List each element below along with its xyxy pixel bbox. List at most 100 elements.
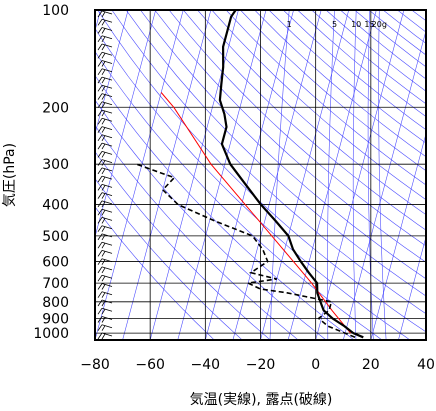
y-tick-label: 300 [42,157,69,173]
dry-adiabat-line [95,74,355,340]
wind-barb [97,324,113,331]
y-tick-label: 900 [42,311,69,327]
wind-barb [97,68,113,76]
dry-adiabat-line [211,10,426,201]
isotherm-line [95,10,184,340]
x-tick-label: −20 [246,357,276,373]
dry-adiabat-line [425,10,426,11]
wind-barb [97,10,113,18]
x-tick-label: −60 [135,357,165,373]
wind-barb [97,27,113,34]
dry-adiabat-line [125,10,426,297]
x-tick-label: −80 [80,357,110,373]
x-tick-label: 40 [417,357,435,373]
wind-barb [97,184,113,191]
wind-barb [97,225,113,232]
dry-adiabat-line [95,206,215,340]
wind-barb [97,283,113,290]
dry-adiabat-line [254,10,426,158]
isotherm-line [177,10,267,340]
wind-barb [97,117,113,125]
temperature-line [218,10,364,339]
background-lines-layer [95,0,436,346]
dry-adiabat-line [140,10,426,280]
x-axis-title: 気温(実線), 露点(破線) [190,392,333,408]
y-tick-label: 700 [42,276,69,292]
isotherm-line [95,10,129,135]
reference-parcel-line [160,92,351,334]
wind-barbs-layer [97,10,113,340]
y-tick-label: 800 [42,295,69,311]
dry-adiabat-line [95,50,383,340]
dry-adiabat-line [111,10,426,315]
wind-barb [97,299,113,307]
wind-barb [97,233,113,241]
x-tick-label: 0 [311,357,320,373]
wind-barb [97,76,113,84]
x-tick-label: −40 [191,357,221,373]
mixing-ratio-line [352,10,357,340]
wind-barb [97,217,113,224]
wind-barb [97,151,113,158]
dry-adiabat-line [182,10,426,231]
y-tick-label: 400 [42,198,69,214]
wind-barb [97,18,113,26]
wind-barb [97,93,113,100]
dry-adiabat-line [95,27,411,340]
dry-adiabat-line [95,151,271,340]
y-axis-title: 気圧(hPa) [2,143,18,207]
wind-barb [97,307,113,315]
isotherm-line [232,10,322,340]
plot-frame [94,9,427,341]
y-tick-label: 1000 [33,326,69,342]
dry-adiabat-line [413,0,436,346]
mixing-ratio-label: 20g [372,20,387,29]
wind-barb [97,101,113,109]
wind-barb [97,332,113,340]
wind-barb [97,84,113,92]
wind-barb [97,258,113,265]
x-tick-labels: −80 −60 −40 −20 0 20 40 [80,357,435,373]
dry-adiabat-line [95,99,327,340]
wind-barb [97,208,113,216]
mixing-ratio-label: 1 [287,20,292,29]
mixing-ratio-line [327,10,335,340]
y-tick-label: 500 [42,229,69,245]
grid-layer [95,10,426,340]
isotherm-line [95,10,156,239]
dry-adiabat-line [325,10,426,92]
wind-barb [97,60,113,67]
wind-barb [97,266,113,274]
wind-barb [97,200,113,208]
wind-barb [97,159,113,166]
wind-barb [97,274,113,282]
dry-adiabat-line [197,10,426,216]
dry-adiabat-line [268,10,426,144]
dry-adiabat-line [154,10,426,263]
isotherm-line [122,10,212,340]
wind-barb [97,126,113,133]
wind-barb [97,109,113,117]
isotherm-line [398,235,426,340]
isotherm-line [315,10,405,340]
isotherm-line [149,10,239,340]
wind-barb [97,134,113,142]
dry-adiabat-line [95,178,243,340]
mixing-ratio-label: 5 [332,20,337,29]
dry-adiabat-line [239,10,426,172]
mixing-ratio-label: 15 [364,20,374,29]
wind-barb [97,51,113,59]
dry-adiabat-line [168,10,426,247]
wind-barb [97,291,113,298]
wind-barb [97,192,113,199]
isotherm-line [260,10,350,340]
y-tick-label: 100 [42,3,69,19]
wind-barb [97,250,113,257]
isotherm-line [287,10,377,340]
series-layer [136,10,364,339]
isotherm-line [205,10,294,340]
